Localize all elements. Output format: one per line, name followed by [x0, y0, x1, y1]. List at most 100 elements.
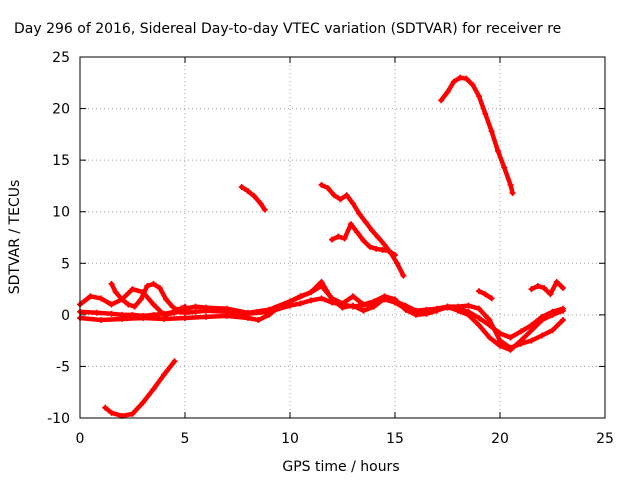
- data-point: [392, 252, 398, 259]
- y-tick-label: 0: [61, 308, 70, 324]
- data-point: [362, 219, 369, 226]
- data-point: [182, 303, 188, 310]
- data-point: [497, 330, 503, 337]
- data-point: [251, 193, 258, 200]
- data-point: [528, 322, 535, 329]
- series-trace-3: [77, 296, 566, 340]
- data-point: [438, 97, 445, 104]
- data-point: [469, 81, 476, 88]
- data-point: [423, 308, 430, 315]
- data-point: [297, 300, 304, 307]
- data-point: [371, 300, 377, 307]
- data-point: [560, 285, 566, 292]
- data-point: [360, 237, 367, 244]
- data-point: [266, 308, 272, 315]
- data-point: [347, 221, 354, 228]
- data-point: [119, 296, 125, 303]
- data-point: [381, 241, 388, 248]
- data-point: [341, 235, 348, 242]
- data-point: [547, 291, 554, 298]
- data-point: [476, 288, 482, 295]
- data-point: [501, 164, 508, 171]
- data-point: [375, 234, 382, 241]
- data-point: [161, 371, 167, 378]
- y-tick-label: 10: [52, 205, 70, 221]
- data-point: [497, 342, 503, 349]
- data-point: [528, 327, 535, 334]
- plot-frame: [79, 56, 606, 419]
- data-point: [366, 243, 373, 250]
- data-point: [373, 245, 380, 252]
- data-point: [308, 289, 314, 296]
- data-point: [497, 337, 503, 344]
- data-point: [385, 247, 392, 254]
- data-point: [354, 229, 361, 236]
- data-point: [150, 301, 157, 308]
- data-point: [119, 311, 125, 318]
- data-point: [457, 74, 464, 81]
- data-point: [318, 181, 325, 188]
- series-trace-11: [529, 279, 566, 297]
- data-point: [528, 286, 535, 293]
- data-point: [182, 314, 188, 321]
- data-point: [129, 410, 136, 417]
- data-point: [163, 296, 170, 303]
- data-point: [192, 303, 199, 310]
- data-point: [350, 200, 356, 207]
- data-point: [476, 305, 482, 312]
- data-point: [463, 75, 470, 82]
- series-trace-5: [102, 359, 177, 419]
- x-tick-label: 25: [596, 431, 614, 447]
- data-point: [140, 399, 146, 406]
- data-point: [392, 299, 398, 306]
- data-point: [112, 289, 119, 296]
- data-point: [553, 278, 560, 285]
- data-point: [150, 280, 157, 287]
- data-point: [560, 317, 566, 324]
- data-point: [560, 305, 566, 312]
- data-point: [482, 110, 489, 117]
- data-point: [476, 314, 482, 321]
- data-point: [368, 227, 375, 234]
- chart-title: Day 296 of 2016, Sidereal Day-to-day VTE…: [14, 21, 561, 37]
- y-axis-label: SDTVAR / TECUs: [7, 180, 23, 295]
- data-point: [331, 192, 338, 199]
- data-point: [93, 309, 100, 316]
- x-axis-label: GPS time / hours: [282, 459, 399, 475]
- data-point: [444, 304, 451, 311]
- data-point: [171, 358, 178, 365]
- data-point: [486, 322, 493, 329]
- data-point: [350, 293, 356, 300]
- data-point: [98, 317, 104, 324]
- data-point: [318, 282, 325, 289]
- x-tick-label: 0: [76, 431, 85, 447]
- x-tick-label: 10: [281, 431, 299, 447]
- data-point: [87, 293, 94, 300]
- data-point: [534, 282, 541, 289]
- y-tick-label: -10: [47, 411, 70, 427]
- data-point: [108, 301, 115, 308]
- data-point: [455, 305, 461, 312]
- data-point: [509, 190, 516, 197]
- y-tick-label: -5: [56, 359, 70, 375]
- series-trace-9: [438, 75, 515, 196]
- data-point: [488, 128, 495, 135]
- data-point: [507, 346, 514, 353]
- data-point: [539, 313, 545, 320]
- data-point: [108, 280, 115, 287]
- data-point: [203, 307, 209, 314]
- data-point: [518, 328, 524, 335]
- data-point: [476, 93, 482, 100]
- data-point: [137, 296, 144, 303]
- data-point: [394, 260, 401, 267]
- data-point: [108, 409, 115, 416]
- data-point: [549, 327, 556, 334]
- data-point: [238, 183, 245, 190]
- y-tick-label: 5: [61, 256, 70, 272]
- data-point: [324, 184, 331, 191]
- data-point: [177, 305, 184, 312]
- data-point: [465, 302, 472, 309]
- data-point: [494, 147, 501, 154]
- data-point: [224, 308, 230, 315]
- data-point: [156, 285, 163, 292]
